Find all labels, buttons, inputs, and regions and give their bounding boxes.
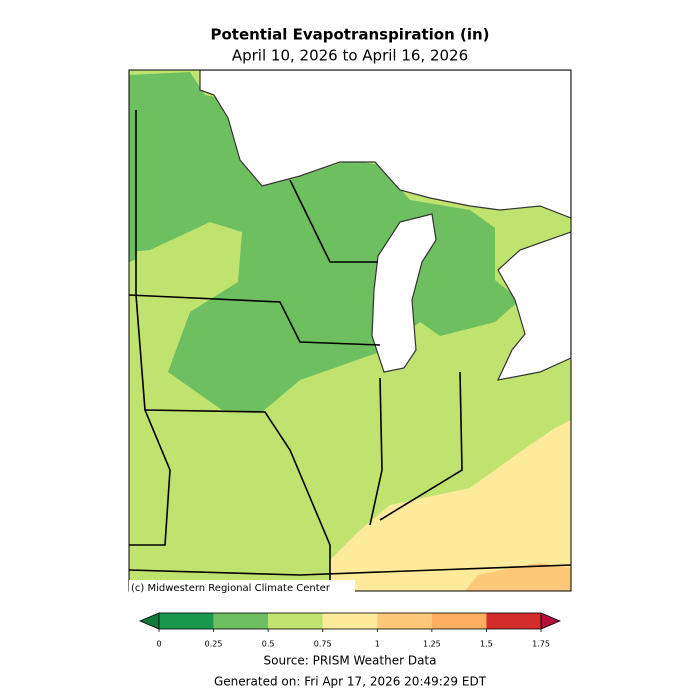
zone-orange (465, 563, 571, 591)
colorbar-segment (322, 613, 378, 629)
zone-green (129, 72, 520, 412)
colorbar-segment (431, 613, 487, 629)
map: (c) Midwestern Regional Climate Center (128, 69, 572, 595)
lake-huron-erie (496, 231, 571, 381)
colorbar-under (138, 612, 160, 630)
colorbar-segment (213, 613, 269, 629)
colorbar-segment (159, 613, 214, 629)
credit-background (129, 580, 355, 595)
colorbar: 0 0.25 0.5 0.75 1 1.25 1.5 1.75 (138, 612, 562, 649)
map-credit: (c) Midwestern Regional Climate Center (131, 583, 331, 594)
colorbar-segment (377, 613, 432, 629)
colorbar-over (540, 612, 562, 630)
zone-green (129, 200, 140, 262)
lake-superior-canada (199, 70, 571, 219)
colorbar-tick-label: 0.25 (205, 640, 223, 649)
colorbar-segment (486, 613, 541, 629)
generated: Generated on: Fri Apr 17, 2026 20:49:29 … (214, 675, 487, 689)
map-subtitle: April 10, 2026 to April 16, 2026 (232, 47, 468, 65)
colorbar-tick-label: 1.25 (423, 640, 441, 649)
state-borders (129, 110, 571, 591)
colorbar-tick-label: 1.5 (480, 640, 493, 649)
zone-yellow (330, 420, 571, 591)
colorbar-segment (268, 613, 323, 629)
lake-michigan (371, 213, 437, 373)
colorbar-tick-label: 1 (375, 640, 380, 649)
colorbar-tick-label: 0.5 (262, 640, 275, 649)
colorbar-tick-label: 0.75 (314, 640, 332, 649)
colorbar-tick-label: 1.75 (532, 640, 550, 649)
colorbar-tick-label: 0 (156, 640, 161, 649)
source: Source: PRISM Weather Data (264, 654, 437, 668)
map-title: Potential Evapotranspiration (in) (210, 26, 489, 44)
colorbar-outline (158, 612, 542, 630)
